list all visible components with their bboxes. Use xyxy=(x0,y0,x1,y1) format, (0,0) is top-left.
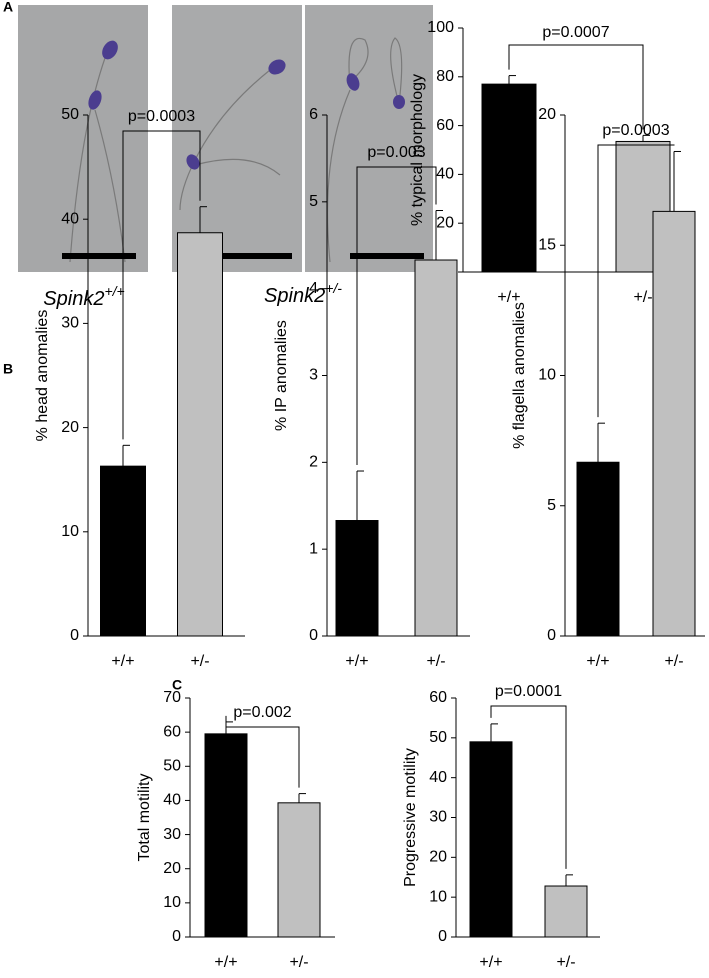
x-tick-label: +/+ xyxy=(497,289,520,306)
y-tick-label: 5 xyxy=(547,497,556,514)
y-tick-label: 30 xyxy=(61,315,79,332)
y-tick-label: 6 xyxy=(309,106,318,123)
bar xyxy=(544,885,588,938)
label: Spink2 xyxy=(264,285,325,307)
y-tick-label: 0 xyxy=(70,627,79,644)
micrograph-label: Spink2+/- xyxy=(264,280,342,308)
x-tick-label: +/- xyxy=(556,954,575,971)
y-axis-label: Progressive motility xyxy=(402,748,419,887)
panel-label: B xyxy=(3,361,13,377)
significance-bracket xyxy=(490,705,567,869)
y-tick-label: 20 xyxy=(429,849,447,866)
y-tick-label: 100 xyxy=(427,19,454,36)
x-tick-label: +/- xyxy=(664,653,683,670)
micrograph xyxy=(172,5,302,272)
y-tick-label: 60 xyxy=(429,689,447,706)
significance-bracket xyxy=(597,144,675,418)
y-tick-label: 10 xyxy=(61,523,79,540)
micrograph xyxy=(305,5,433,272)
annotation: p=0.0003 xyxy=(602,122,669,139)
superscript: +/- xyxy=(325,280,342,296)
bar-chart: 0 10 20 30 40 50 60 70 Total motility +/+ +/- p=0.0… xyxy=(136,689,335,971)
y-tick-label: 1 xyxy=(309,540,318,557)
micrograph xyxy=(18,5,148,272)
bar xyxy=(576,461,620,637)
y-tick-label: 20 xyxy=(163,860,181,877)
bar-chart: 0 5 10 15 20 % flagella anomalies +/+ +/- p=0.00… xyxy=(511,106,705,670)
y-axis-label: % flagella anomalies xyxy=(511,302,528,449)
bar xyxy=(652,210,696,637)
bar xyxy=(204,733,248,938)
bar-chart: 0 1 2 3 4 5 6 % IP anomalies +/+ +/- p=0.003 xyxy=(273,106,470,670)
annotation: p=0.0007 xyxy=(542,24,609,41)
y-tick-label: 40 xyxy=(163,792,181,809)
y-tick-label: 0 xyxy=(309,627,318,644)
x-tick-label: +/+ xyxy=(479,954,502,971)
annotation: p=0.003 xyxy=(367,144,425,161)
bar-chart: 0 10 20 30 40 50 % head anomalies +/+ +/- p=0.000… xyxy=(34,106,245,670)
y-tick-label: 60 xyxy=(436,117,454,134)
y-tick-label: 4 xyxy=(309,280,318,297)
y-tick-label: 10 xyxy=(163,894,181,911)
y-tick-label: 70 xyxy=(163,689,181,706)
label: Spink2 xyxy=(43,288,104,310)
bar xyxy=(335,520,379,637)
bar xyxy=(414,259,458,637)
micrographs: Spink2+/+ Spink2+/- xyxy=(18,5,433,310)
x-tick-label: +/+ xyxy=(111,653,134,670)
y-tick-label: 2 xyxy=(309,454,318,471)
x-tick-label: +/- xyxy=(190,653,209,670)
y-tick-label: 5 xyxy=(309,193,318,210)
y-tick-label: 20 xyxy=(538,106,556,123)
annotation: p=0.002 xyxy=(233,704,291,721)
y-tick-label: 30 xyxy=(429,809,447,826)
bar xyxy=(481,83,537,273)
panel-label: C xyxy=(172,677,182,693)
y-tick-label: 10 xyxy=(429,888,447,905)
y-tick-label: 50 xyxy=(61,106,79,123)
annotation: p=0.0001 xyxy=(495,683,562,700)
superscript: +/+ xyxy=(104,283,124,299)
y-tick-label: 15 xyxy=(538,236,556,253)
y-tick-label: 10 xyxy=(538,367,556,384)
panel-label: A xyxy=(3,0,13,15)
y-tick-label: 0 xyxy=(438,928,447,945)
bar xyxy=(100,465,146,637)
y-axis-label: % head anomalies xyxy=(34,310,51,442)
y-tick-label: 60 xyxy=(163,723,181,740)
y-tick-label: 3 xyxy=(309,367,318,384)
y-axis-label: % typical morphology xyxy=(409,74,426,226)
x-tick-label: +/+ xyxy=(586,653,609,670)
y-tick-label: 80 xyxy=(436,68,454,85)
bar-chart: 0 10 20 30 40 50 60 Progressive motility +/+ +/- p… xyxy=(402,683,600,971)
x-tick-label: +/- xyxy=(289,954,308,971)
y-tick-label: 0 xyxy=(547,627,556,644)
micrograph-label: Spink2+/+ xyxy=(43,283,124,311)
x-tick-label: +/+ xyxy=(345,653,368,670)
y-tick-label: 0 xyxy=(172,928,181,945)
x-tick-label: +/- xyxy=(426,653,445,670)
y-tick-label: 50 xyxy=(429,729,447,746)
bar xyxy=(177,232,223,637)
significance-bracket xyxy=(356,166,437,466)
y-axis-label: Total motility xyxy=(136,773,153,861)
bar xyxy=(277,802,321,938)
y-tick-label: 40 xyxy=(436,166,454,183)
y-tick-label: 40 xyxy=(429,769,447,786)
y-axis-label: % IP anomalies xyxy=(273,320,290,431)
y-tick-label: 40 xyxy=(61,210,79,227)
significance-bracket xyxy=(508,44,644,130)
significance-bracket xyxy=(122,130,201,440)
y-tick-label: 50 xyxy=(163,758,181,775)
y-tick-label: 30 xyxy=(163,826,181,843)
annotation: p=0.0003 xyxy=(128,108,195,125)
bar-chart: 020406080100% typical morphology+/++/-p=… xyxy=(409,19,690,306)
y-tick-label: 20 xyxy=(436,214,454,231)
y-tick-label: 20 xyxy=(61,419,79,436)
x-tick-label: +/- xyxy=(633,289,652,306)
significance-bracket xyxy=(225,715,300,788)
bar xyxy=(469,741,513,938)
x-tick-label: +/+ xyxy=(214,954,237,971)
